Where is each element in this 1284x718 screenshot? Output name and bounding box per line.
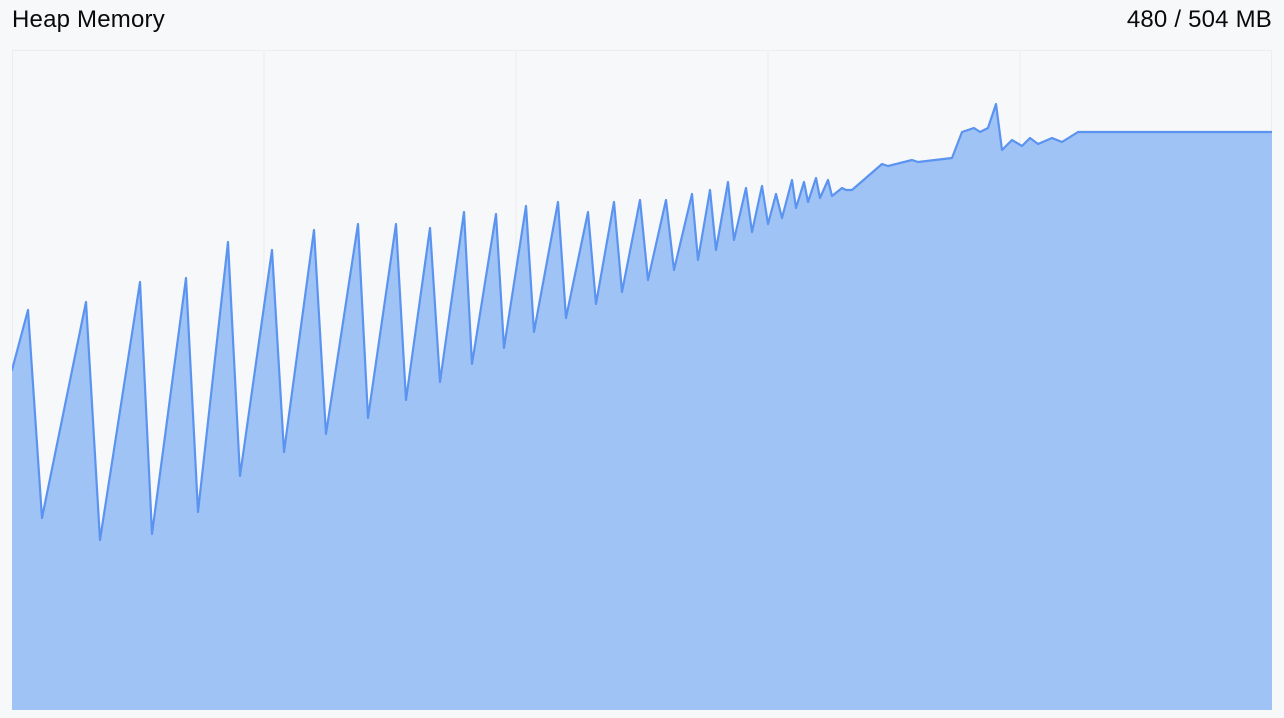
panel-header: Heap Memory 480 / 504 MB bbox=[0, 0, 1284, 44]
panel-title: Heap Memory bbox=[12, 6, 165, 34]
heap-memory-panel: Heap Memory 480 / 504 MB bbox=[0, 0, 1284, 718]
heap-memory-chart bbox=[12, 50, 1272, 710]
chart-svg bbox=[12, 50, 1272, 710]
memory-reading: 480 / 504 MB bbox=[1127, 6, 1272, 34]
